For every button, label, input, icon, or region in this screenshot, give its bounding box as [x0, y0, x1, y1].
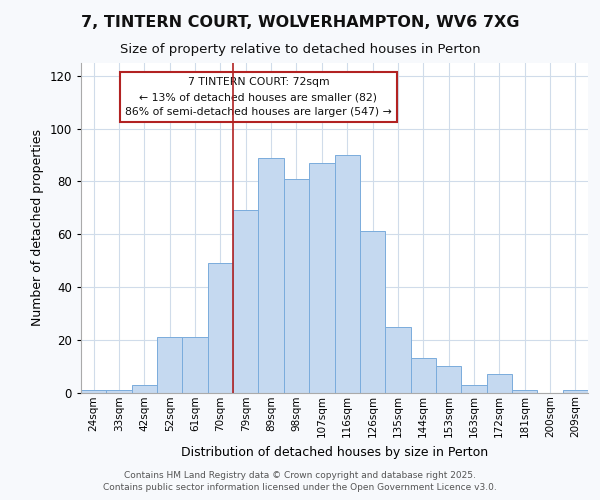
Y-axis label: Number of detached properties: Number of detached properties: [31, 129, 44, 326]
Bar: [410, 358, 436, 392]
Bar: [132, 384, 157, 392]
Text: 7, TINTERN COURT, WOLVERHAMPTON, WV6 7XG: 7, TINTERN COURT, WOLVERHAMPTON, WV6 7XG: [81, 15, 519, 30]
Bar: [385, 326, 410, 392]
Bar: [284, 178, 309, 392]
X-axis label: Distribution of detached houses by size in Perton: Distribution of detached houses by size …: [181, 446, 488, 458]
Bar: [461, 384, 487, 392]
Text: Contains HM Land Registry data © Crown copyright and database right 2025.
Contai: Contains HM Land Registry data © Crown c…: [103, 471, 497, 492]
Bar: [233, 210, 259, 392]
Bar: [259, 158, 284, 392]
Bar: [157, 337, 182, 392]
Bar: [106, 390, 132, 392]
Text: Size of property relative to detached houses in Perton: Size of property relative to detached ho…: [119, 42, 481, 56]
Bar: [309, 163, 335, 392]
Bar: [436, 366, 461, 392]
Bar: [563, 390, 588, 392]
Bar: [81, 390, 106, 392]
Text: 7 TINTERN COURT: 72sqm
← 13% of detached houses are smaller (82)
86% of semi-det: 7 TINTERN COURT: 72sqm ← 13% of detached…: [125, 78, 392, 117]
Bar: [512, 390, 538, 392]
Bar: [335, 155, 360, 392]
Bar: [182, 337, 208, 392]
Bar: [487, 374, 512, 392]
Bar: [208, 263, 233, 392]
Bar: [360, 232, 385, 392]
